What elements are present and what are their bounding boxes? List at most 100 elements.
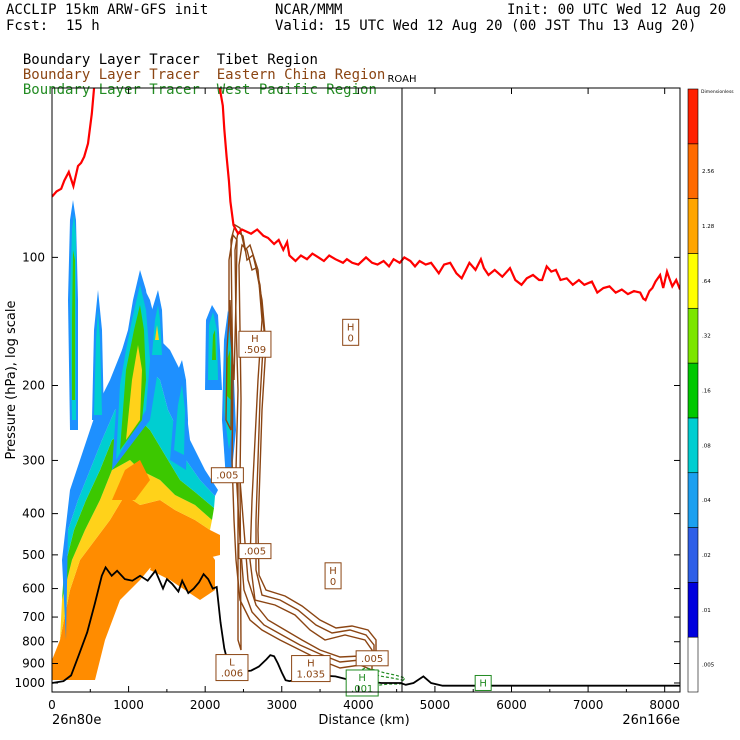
x-axis-title: Distance (km) bbox=[318, 713, 409, 728]
legend-entry-west-pacific: Boundary Layer Tracer West Pacific Regio… bbox=[6, 66, 377, 98]
x-tick-label: 0 bbox=[48, 698, 56, 712]
legend-entry-tibet: Boundary Layer Tracer Tibet Region bbox=[6, 36, 318, 68]
legend-region: West Pacific Region bbox=[216, 82, 377, 98]
valid-time: Valid: 15 UTC Wed 12 Aug 20 (00 JST Thu … bbox=[275, 18, 697, 34]
contour-extremum-label: .005 bbox=[355, 650, 389, 667]
label-text: .005 bbox=[361, 654, 383, 665]
label-text: 0 bbox=[330, 577, 336, 588]
y-tick-label: 100 bbox=[22, 250, 45, 264]
label-box bbox=[324, 562, 342, 590]
label-text: H bbox=[251, 334, 259, 345]
legend-entry-eastern-china: Boundary Layer Tracer Eastern China Regi… bbox=[6, 51, 385, 83]
legend-region: Eastern China Region bbox=[216, 67, 386, 83]
y-tick-label: 900 bbox=[22, 657, 45, 671]
colorbar-swatch bbox=[687, 527, 699, 583]
colorbar-swatch bbox=[687, 307, 699, 364]
y-tick-label: 300 bbox=[22, 453, 45, 467]
colorbar-label: 1.28 bbox=[702, 224, 715, 230]
marker-layer: ROAH bbox=[387, 74, 417, 692]
colorbar-swatch bbox=[687, 143, 699, 199]
colorbar-label: .02 bbox=[702, 553, 711, 559]
x-tick-label: 4000 bbox=[343, 698, 374, 712]
colorbar-swatch bbox=[687, 198, 699, 254]
contour-extremum-label: H0 bbox=[324, 562, 342, 590]
legend-name: Boundary Layer Tracer bbox=[22, 67, 200, 83]
label-box bbox=[238, 330, 272, 358]
label-box bbox=[342, 318, 360, 346]
y-tick-label: 600 bbox=[22, 582, 45, 596]
y-tick-label: 400 bbox=[22, 507, 45, 521]
tropopause-line bbox=[52, 88, 680, 302]
label-text: H bbox=[479, 678, 487, 689]
label-text: H bbox=[358, 673, 366, 684]
x-tick-label: 5000 bbox=[420, 698, 451, 712]
colorbar-swatch bbox=[687, 636, 699, 693]
roah-marker-label: ROAH bbox=[387, 74, 416, 85]
forecast-label: Fcst: bbox=[6, 18, 49, 34]
colorbar-label: .04 bbox=[702, 498, 711, 504]
y-tick-label: 800 bbox=[22, 635, 45, 649]
init-time: Init: 00 UTC Wed 12 Aug 20 bbox=[507, 2, 727, 18]
y-tick-label: 700 bbox=[22, 610, 45, 624]
x-tick-label: 2000 bbox=[190, 698, 221, 712]
y-tick-label: 1000 bbox=[14, 676, 45, 690]
x-tick-label: 8000 bbox=[649, 698, 680, 712]
label-text: 0 bbox=[347, 333, 353, 344]
legend-name: Boundary Layer Tracer bbox=[22, 52, 200, 68]
contour-extremum-label: .005 bbox=[238, 543, 272, 560]
label-text: 1.035 bbox=[297, 670, 326, 681]
x-tick-label: 1000 bbox=[113, 698, 144, 712]
contour-extremum-label: H0 bbox=[342, 318, 360, 346]
colorbar: .005 .01 .02 .04 .08 .16 .32 .64 1.28 2.56 Dimensi… bbox=[687, 88, 734, 693]
label-box bbox=[238, 543, 272, 560]
contour-extremum-label: H bbox=[474, 674, 492, 691]
legend-region: Tibet Region bbox=[216, 52, 318, 68]
label-text: .006 bbox=[221, 669, 243, 680]
label-box bbox=[474, 674, 492, 691]
colorbar-swatch bbox=[687, 417, 699, 474]
colorbar-label: .08 bbox=[702, 443, 711, 449]
label-text: H bbox=[307, 659, 315, 670]
org-label: NCAR/MMM bbox=[275, 2, 343, 18]
y-axis-title: Pressure (hPa), log scale bbox=[4, 301, 19, 460]
label-text: .509 bbox=[244, 345, 266, 356]
colorbar-swatch bbox=[687, 362, 699, 419]
colorbar-title: Dimensionless bbox=[701, 89, 734, 95]
colorbar-label: .32 bbox=[702, 334, 711, 340]
x-tick-label: 7000 bbox=[573, 698, 604, 712]
contour-extremum-label: H.509 bbox=[238, 330, 272, 358]
colorbar-swatch bbox=[687, 88, 699, 145]
forecast-hour: 15 h bbox=[66, 18, 100, 34]
label-text: .001 bbox=[351, 684, 373, 695]
label-box bbox=[355, 650, 389, 667]
label-box bbox=[291, 655, 331, 683]
tracer-fill bbox=[52, 200, 236, 680]
x-tick-label: 6000 bbox=[496, 698, 527, 712]
colorbar-label: .16 bbox=[702, 389, 711, 395]
contour-extremum-label: H1.035 bbox=[291, 655, 331, 683]
contour-extremum-label: L.006 bbox=[215, 654, 249, 682]
contour-extremum-label: .005 bbox=[210, 467, 244, 484]
y-tick-label: 500 bbox=[22, 548, 45, 562]
label-text: H bbox=[329, 566, 337, 577]
label-box bbox=[210, 467, 244, 484]
plot-frame bbox=[51, 87, 681, 693]
label-text: .005 bbox=[244, 547, 266, 558]
colorbar-label: .64 bbox=[702, 279, 711, 285]
colorbar-swatch bbox=[687, 253, 699, 309]
colorbar-label: .01 bbox=[702, 608, 711, 614]
colorbar-swatch bbox=[687, 582, 699, 638]
colorbar-swatch bbox=[687, 472, 699, 528]
colorbar-label: 2.56 bbox=[702, 169, 715, 175]
label-box bbox=[215, 654, 249, 682]
y-tick-label: 200 bbox=[22, 378, 45, 392]
colorbar-label: .005 bbox=[702, 663, 715, 669]
legend-name: Boundary Layer Tracer bbox=[22, 82, 200, 98]
label-text: H bbox=[347, 322, 355, 333]
x-tick-label: 3000 bbox=[266, 698, 297, 712]
eastern-china-contours bbox=[225, 223, 377, 672]
section-start-label: 26n80e bbox=[52, 713, 101, 728]
axis-layer: 0 1000 2000 3000 4000 5000 6000 7000 80001002003… bbox=[4, 88, 680, 728]
